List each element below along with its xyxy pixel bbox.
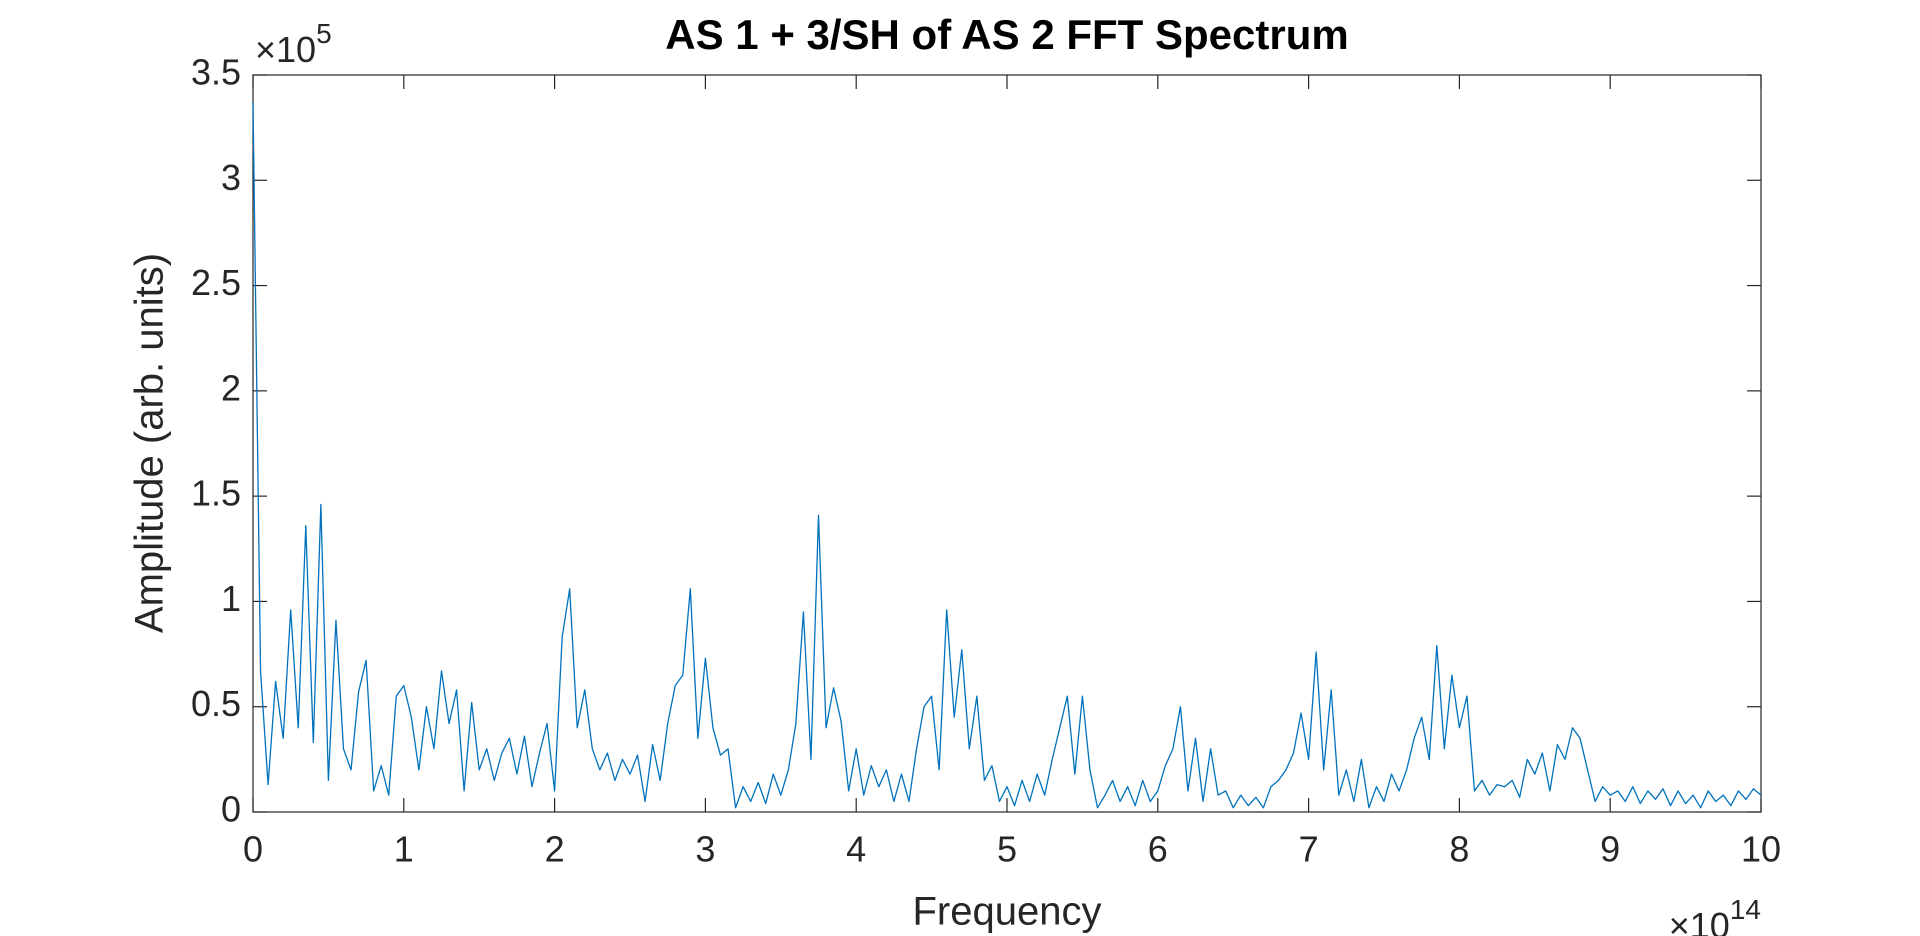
x-tick-label: 10 [1741,829,1781,870]
y-multiplier: ×105 [255,18,332,69]
x-multiplier-base: ×10 [1669,905,1730,936]
y-tick-label: 2 [221,367,241,408]
y-tick-label: 1 [221,578,241,619]
y-multiplier-base: ×10 [255,29,316,70]
spectrum-line [252,102,1762,809]
y-tick-label: 1.5 [191,473,241,514]
y-tick-label: 2.5 [191,262,241,303]
x-tick-label: 9 [1600,829,1620,870]
x-tick-label: 1 [394,829,414,870]
y-tick-label: 0.5 [191,683,241,724]
x-tick-label: 2 [545,829,565,870]
y-tick-label: 0 [221,789,241,830]
chart-title: AS 1 + 3/SH of AS 2 FFT Spectrum [665,11,1348,58]
x-tick-label: 7 [1299,829,1319,870]
x-axis-label: Frequency [913,890,1102,934]
x-tick-label: 6 [1148,829,1168,870]
y-multiplier-exponent: 5 [316,18,332,49]
x-tick-label: 0 [243,829,263,870]
y-tick-label: 3.5 [191,52,241,93]
x-tick-label: 8 [1449,829,1469,870]
y-tick-label: 3 [221,157,241,198]
x-multiplier-exponent: 14 [1730,894,1761,925]
x-tick-label: 5 [997,829,1017,870]
x-multiplier: ×1014 [1669,894,1761,936]
y-axis-label: Amplitude (arb. units) [128,253,172,633]
plot-frame [252,74,1762,813]
x-tick-label: 3 [695,829,715,870]
x-tick-label: 4 [846,829,866,870]
